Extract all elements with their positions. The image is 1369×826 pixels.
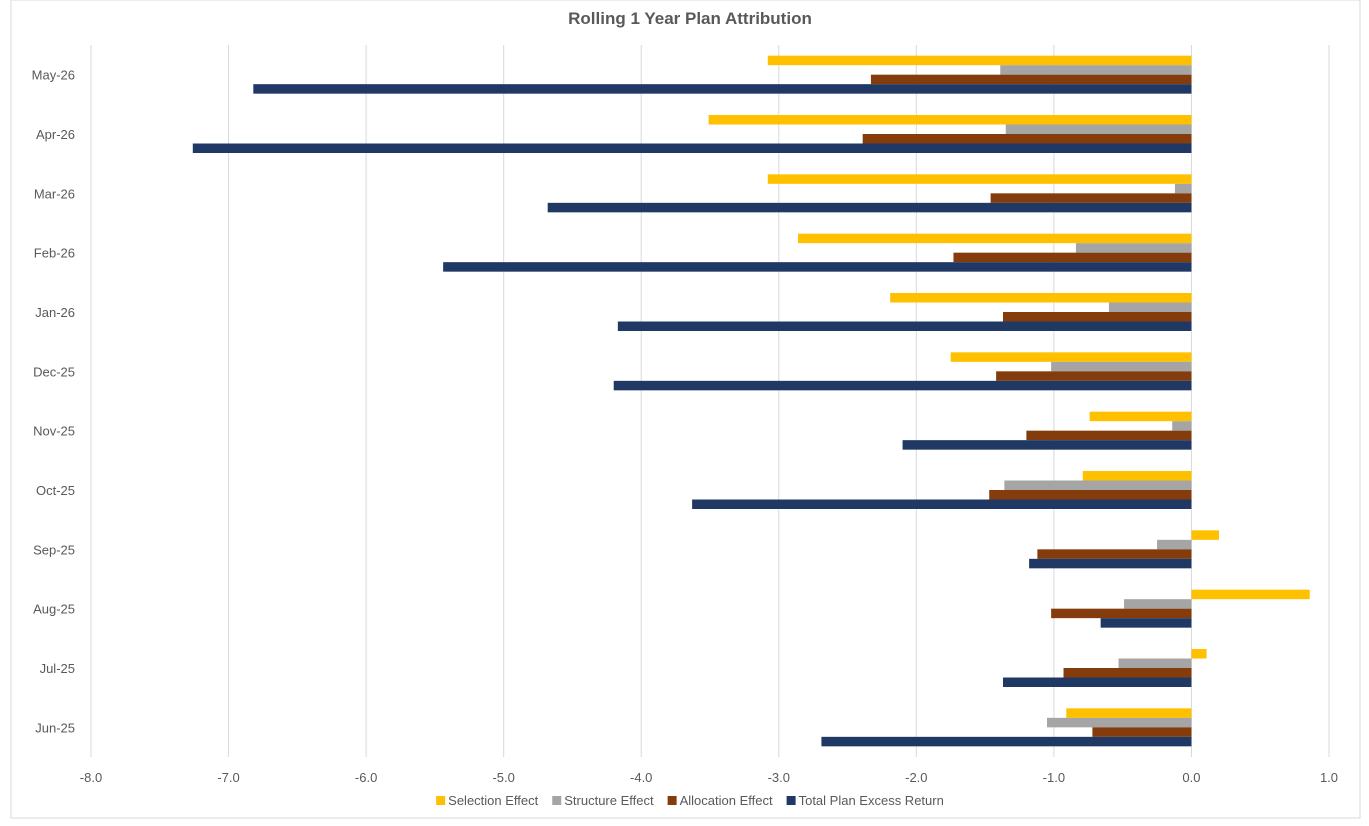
bar-allocation-effect [1051, 608, 1192, 619]
bar-allocation-effect [1037, 549, 1192, 559]
bar-selection-effect [1191, 649, 1207, 659]
legend-item: Total Plan Excess Return [786, 793, 944, 808]
bars [192, 55, 1310, 747]
legend: Selection Effect Structure Effect Allocati… [436, 793, 944, 808]
bar-total-plan-excess-return [443, 262, 1192, 272]
category-label: Dec-25 [33, 364, 75, 379]
category-label: Apr-26 [36, 127, 75, 142]
bar-structure-effect [1005, 124, 1192, 134]
x-tick-label: 1.0 [1320, 770, 1338, 785]
bar-selection-effect [767, 55, 1192, 66]
x-tick-labels: -8.0 -7.0 -6.0 -5.0 -4.0 -3.0 -2.0 -1.0 0.0 1.0 [80, 770, 1338, 785]
bar-selection-effect [1089, 411, 1192, 422]
bar-structure-effect [1174, 183, 1192, 194]
bar-allocation-effect [1092, 727, 1192, 737]
bar-selection-effect [708, 115, 1192, 125]
bar-structure-effect [1000, 65, 1192, 75]
category-labels: May-26 Apr-26 Mar-26 Feb-26 Jan-26 Dec-25 Nov-… [32, 68, 75, 736]
bar-total-plan-excess-return [613, 380, 1192, 391]
bar-selection-effect [1082, 471, 1192, 481]
chart-title: Rolling 1 Year Plan Attribution [568, 9, 812, 28]
bar-total-plan-excess-return [1100, 618, 1192, 628]
bar-allocation-effect [862, 134, 1192, 144]
bar-structure-effect [1004, 480, 1192, 490]
bar-total-plan-excess-return [253, 84, 1192, 94]
legend-item: Selection Effect [436, 793, 539, 808]
bar-selection-effect [1191, 589, 1310, 600]
bar-allocation-effect [989, 490, 1192, 500]
bar-structure-effect [1157, 539, 1192, 550]
bar-structure-effect [1118, 658, 1192, 668]
bar-total-plan-excess-return [192, 143, 1192, 153]
bar-total-plan-excess-return [547, 202, 1192, 213]
bar-selection-effect [1191, 530, 1219, 540]
bar-allocation-effect [1026, 430, 1192, 441]
bar-selection-effect [890, 293, 1192, 303]
category-label: Nov-25 [33, 424, 75, 439]
bar-allocation-effect [1002, 312, 1192, 322]
bar-structure-effect [1172, 421, 1192, 431]
legend-swatch [552, 796, 562, 805]
bar-structure-effect [1075, 243, 1192, 253]
bar-selection-effect [1066, 708, 1192, 718]
category-label: May-26 [32, 68, 75, 83]
legend-label: Selection Effect [448, 793, 538, 808]
legend-label: Allocation Effect [680, 793, 773, 808]
x-tick-label: -7.0 [217, 770, 239, 785]
bar-total-plan-excess-return [821, 736, 1192, 747]
legend-swatch [436, 796, 446, 805]
x-tick-label: -1.0 [1043, 770, 1065, 785]
bar-selection-effect [950, 352, 1192, 362]
bar-structure-effect [1124, 599, 1192, 609]
category-label: Aug-25 [33, 602, 75, 617]
gridlines [90, 45, 1330, 757]
bar-allocation-effect [1063, 668, 1192, 678]
legend-label: Total Plan Excess Return [799, 793, 944, 808]
category-label: Oct-25 [36, 483, 75, 498]
legend-swatch [667, 796, 677, 805]
category-label: Sep-25 [33, 542, 75, 557]
bar-structure-effect [1108, 302, 1192, 312]
bar-structure-effect [1051, 361, 1192, 372]
bar-total-plan-excess-return [1002, 677, 1192, 687]
bar-allocation-effect [996, 371, 1192, 381]
category-label: Jul-25 [40, 661, 75, 676]
bar-allocation-effect [953, 252, 1192, 263]
legend-swatch [786, 796, 796, 805]
x-tick-label: -2.0 [905, 770, 927, 785]
bar-total-plan-excess-return [692, 499, 1192, 509]
bar-allocation-effect [870, 74, 1192, 85]
x-tick-label: -3.0 [768, 770, 790, 785]
bar-total-plan-excess-return [617, 321, 1192, 331]
category-label: Feb-26 [34, 246, 75, 261]
bar-total-plan-excess-return [1029, 558, 1192, 569]
bar-selection-effect [798, 233, 1192, 244]
bar-structure-effect [1047, 717, 1192, 728]
bar-selection-effect [767, 174, 1192, 184]
legend-label: Structure Effect [564, 793, 654, 808]
category-label: Mar-26 [34, 186, 75, 201]
legend-item: Allocation Effect [667, 793, 773, 808]
x-tick-label: -4.0 [630, 770, 652, 785]
x-tick-label: -5.0 [492, 770, 514, 785]
x-tick-label: 0.0 [1182, 770, 1200, 785]
bar-allocation-effect [990, 193, 1192, 203]
category-label: Jan-26 [35, 305, 75, 320]
legend-item: Structure Effect [552, 793, 654, 808]
category-label: Jun-25 [35, 720, 75, 735]
x-tick-label: -8.0 [80, 770, 102, 785]
x-tick-label: -6.0 [355, 770, 377, 785]
bar-total-plan-excess-return [902, 440, 1192, 450]
